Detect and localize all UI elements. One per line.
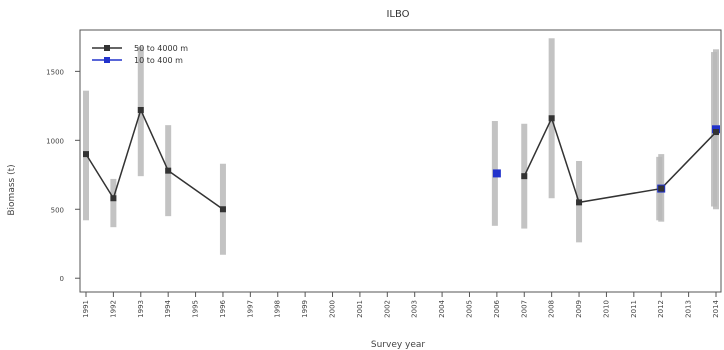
x-tick-label: 1993 — [137, 300, 145, 318]
x-tick-label: 2014 — [712, 299, 720, 317]
x-tick-label: 2004 — [438, 299, 446, 317]
x-tick-label: 2001 — [356, 300, 364, 318]
x-tick-label: 2008 — [548, 300, 556, 318]
y-tick-label: 1000 — [46, 137, 64, 145]
x-tick-label: 2010 — [602, 300, 610, 318]
data-point — [110, 195, 117, 202]
x-tick-label: 2005 — [465, 300, 473, 318]
x-tick-label: 1999 — [301, 300, 309, 318]
y-tick-label: 0 — [60, 275, 64, 283]
data-point — [219, 206, 226, 213]
y-tick-label: 500 — [51, 206, 64, 214]
data-point — [576, 199, 583, 206]
x-tick-label: 1994 — [164, 299, 172, 317]
data-point — [548, 115, 555, 122]
y-axis-label: Biomass (t) — [7, 164, 17, 215]
plot-area: 0 500 1000 1500 1991 1992 1993 1994 1995 1996 1997… — [46, 29, 722, 318]
chart-title: ILBO — [386, 9, 409, 20]
x-tick-label: 1998 — [274, 300, 282, 318]
data-point — [137, 106, 144, 113]
x-tick-label: 2000 — [329, 300, 337, 318]
error-bar — [110, 178, 117, 228]
data-point — [83, 151, 89, 158]
x-tick-label: 2006 — [493, 299, 501, 317]
y-tick-label: 1500 — [46, 68, 64, 76]
legend-marker — [104, 57, 110, 63]
x-tick-label: 2007 — [520, 300, 528, 318]
series-line — [85, 107, 224, 210]
plot-frame — [79, 29, 722, 293]
x-tick-label: 1995 — [192, 300, 200, 318]
x-tick-label: 1992 — [109, 300, 117, 318]
legend-label: 10 to 400 m — [134, 56, 183, 65]
data-point — [165, 167, 172, 174]
x-tick-label: 1996 — [219, 299, 227, 317]
data-point — [658, 185, 665, 192]
data-point — [521, 173, 528, 180]
x-tick-label: 2013 — [685, 300, 693, 318]
x-axis-label: Survey year — [371, 340, 426, 350]
legend-marker — [104, 45, 110, 51]
x-tick-label: 2009 — [575, 300, 583, 318]
data-point — [713, 129, 719, 136]
legend-label: 50 to 4000 m — [134, 44, 188, 53]
x-tick-label: 2011 — [630, 300, 638, 318]
x-tick-label: 2002 — [383, 300, 391, 318]
x-tick-label: 2003 — [411, 300, 419, 318]
legend: 50 to 4000 m 10 to 400 m — [92, 44, 188, 65]
x-tick-label: 1997 — [246, 300, 254, 318]
data-point — [492, 169, 501, 178]
x-tick-label: 2012 — [657, 300, 665, 318]
x-tick-label: 1991 — [82, 300, 90, 318]
